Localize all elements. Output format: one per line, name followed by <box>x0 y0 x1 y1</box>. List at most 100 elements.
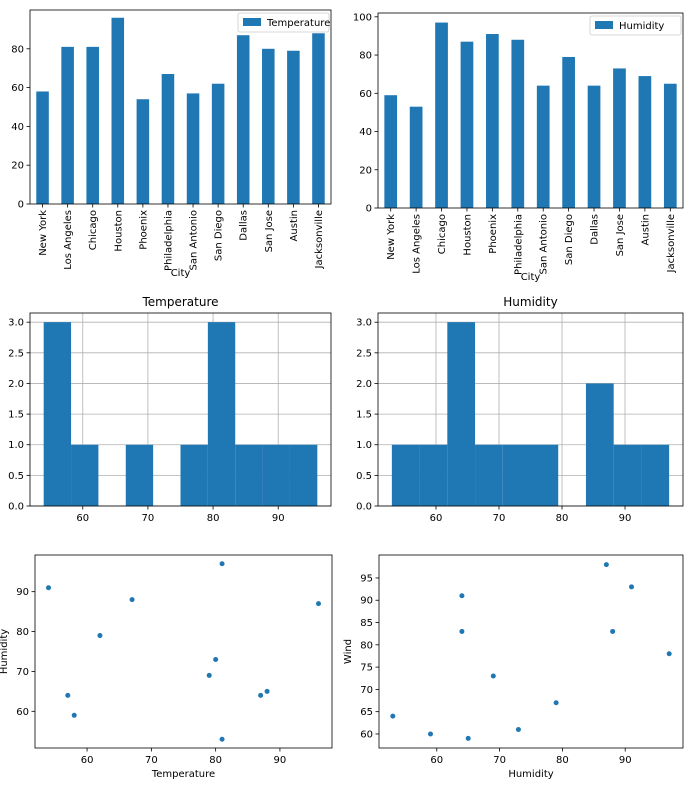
x-tick-label: 70 <box>493 755 506 766</box>
x-axis-label: Temperature <box>151 769 215 780</box>
bar <box>486 34 499 208</box>
x-axis-label: Humidity <box>508 769 553 780</box>
scatter-point <box>129 597 135 603</box>
y-tick-label: 85 <box>360 618 373 629</box>
y-tick-label: 2.0 <box>8 379 24 390</box>
legend: Temperature <box>237 12 330 33</box>
histogram-bar <box>262 444 290 506</box>
y-tick-label: 2.5 <box>356 348 372 359</box>
x-tick-label: 60 <box>76 513 89 524</box>
histogram-bar <box>207 322 236 506</box>
histogram-bar <box>180 444 208 506</box>
y-tick-label: 100 <box>353 12 372 23</box>
y-axis-label: Humidity <box>0 629 10 674</box>
y-tick-label: 0.0 <box>356 502 372 513</box>
y-tick-label: 1.0 <box>8 440 24 451</box>
category-label: Dallas <box>590 214 601 245</box>
scatter-point <box>666 651 672 657</box>
histogram-bar <box>502 444 531 506</box>
scatter-point <box>490 673 496 679</box>
x-tick-label: 90 <box>619 513 632 524</box>
histogram-bar <box>391 444 420 506</box>
scatter-point <box>459 593 465 599</box>
bar <box>613 68 626 208</box>
x-tick-label: 60 <box>430 755 443 766</box>
category-label: Dallas <box>239 210 250 241</box>
y-tick-label: 40 <box>11 122 24 133</box>
bar <box>86 46 99 204</box>
histogram-bar <box>235 444 263 506</box>
chart-3: 0.0 0.5 1.0 1.5 2.0 2.5 3.0 60 70 80 90 Temperature <box>8 295 332 524</box>
bar <box>236 35 250 204</box>
bar <box>161 74 175 205</box>
axes-frame-2 <box>29 312 332 507</box>
scatter-point <box>603 562 609 568</box>
x-tick-label: 90 <box>272 513 285 524</box>
histogram-bar <box>289 444 318 506</box>
bar <box>36 91 49 204</box>
chart-title: Temperature <box>141 295 218 309</box>
histogram-bar <box>475 444 503 506</box>
x-tick-label: 80 <box>556 755 569 766</box>
category-label: Los Angeles <box>412 214 423 274</box>
chart-2: 0 20 40 60 80 100 New York Los Angeles Chicago Ho… <box>353 12 684 283</box>
scatter-point <box>206 672 212 678</box>
y-tick-label: 0.5 <box>356 471 372 482</box>
scatter-point <box>46 585 51 591</box>
x-tick-label: 70 <box>142 513 155 524</box>
scatter-point <box>316 601 321 607</box>
bar <box>287 50 300 204</box>
axes-frame-0 <box>29 9 332 205</box>
y-tick-label: 80 <box>359 51 372 62</box>
chart-5: 60 70 80 90 60 70 80 90 Temperature Humidity <box>0 554 333 780</box>
y-tick-label: 20 <box>11 161 24 172</box>
axes-frame-1 <box>377 12 684 209</box>
bar <box>312 33 325 204</box>
y-tick-label: 75 <box>360 663 373 674</box>
y-tick-label: 60 <box>11 83 24 94</box>
scatter-point <box>515 727 521 733</box>
bar <box>409 106 423 208</box>
category-label: San Jose <box>615 214 626 256</box>
category-label: San Antonio <box>539 214 550 274</box>
scatter-point <box>65 692 71 698</box>
y-axis-label: Wind <box>343 639 354 664</box>
bar <box>435 22 448 208</box>
y-tick-label: 60 <box>359 89 372 100</box>
x-tick-label: 70 <box>493 513 506 524</box>
legend-label: Humidity <box>619 21 664 32</box>
x-tick-label: 90 <box>274 755 287 766</box>
y-tick-label: 20 <box>359 165 372 176</box>
x-axis-label: City <box>171 268 191 279</box>
histogram-bar <box>125 444 154 506</box>
category-label: San Antonio <box>189 210 200 270</box>
legend-swatch <box>243 18 261 26</box>
category-label: San Diego <box>214 210 225 261</box>
histogram-bar <box>585 383 614 506</box>
axes-frame-4 <box>34 554 333 749</box>
x-tick-label: 80 <box>209 755 222 766</box>
y-tick-label: 80 <box>360 640 373 651</box>
scatter-point <box>213 656 219 662</box>
scatter-point <box>258 692 264 698</box>
y-tick-label: 1.0 <box>356 440 372 451</box>
scatter-point <box>610 628 616 634</box>
bar <box>460 41 474 209</box>
scatter-point <box>219 561 225 567</box>
category-label: Jacksonville <box>314 210 325 269</box>
scatter-point <box>390 713 396 719</box>
y-tick-label: 80 <box>11 44 24 55</box>
y-tick-label: 0.5 <box>8 471 24 482</box>
scatter-point <box>71 712 77 718</box>
y-tick-label: 90 <box>360 596 373 607</box>
legend-swatch <box>595 21 613 29</box>
category-label: New York <box>386 214 397 260</box>
chart-title: Humidity <box>503 295 557 309</box>
bar <box>384 95 398 208</box>
histogram-bar <box>641 444 670 506</box>
bar <box>638 76 652 209</box>
bar <box>587 85 601 208</box>
x-tick-label: 80 <box>556 513 569 524</box>
category-label: Jacksonville <box>666 214 677 273</box>
